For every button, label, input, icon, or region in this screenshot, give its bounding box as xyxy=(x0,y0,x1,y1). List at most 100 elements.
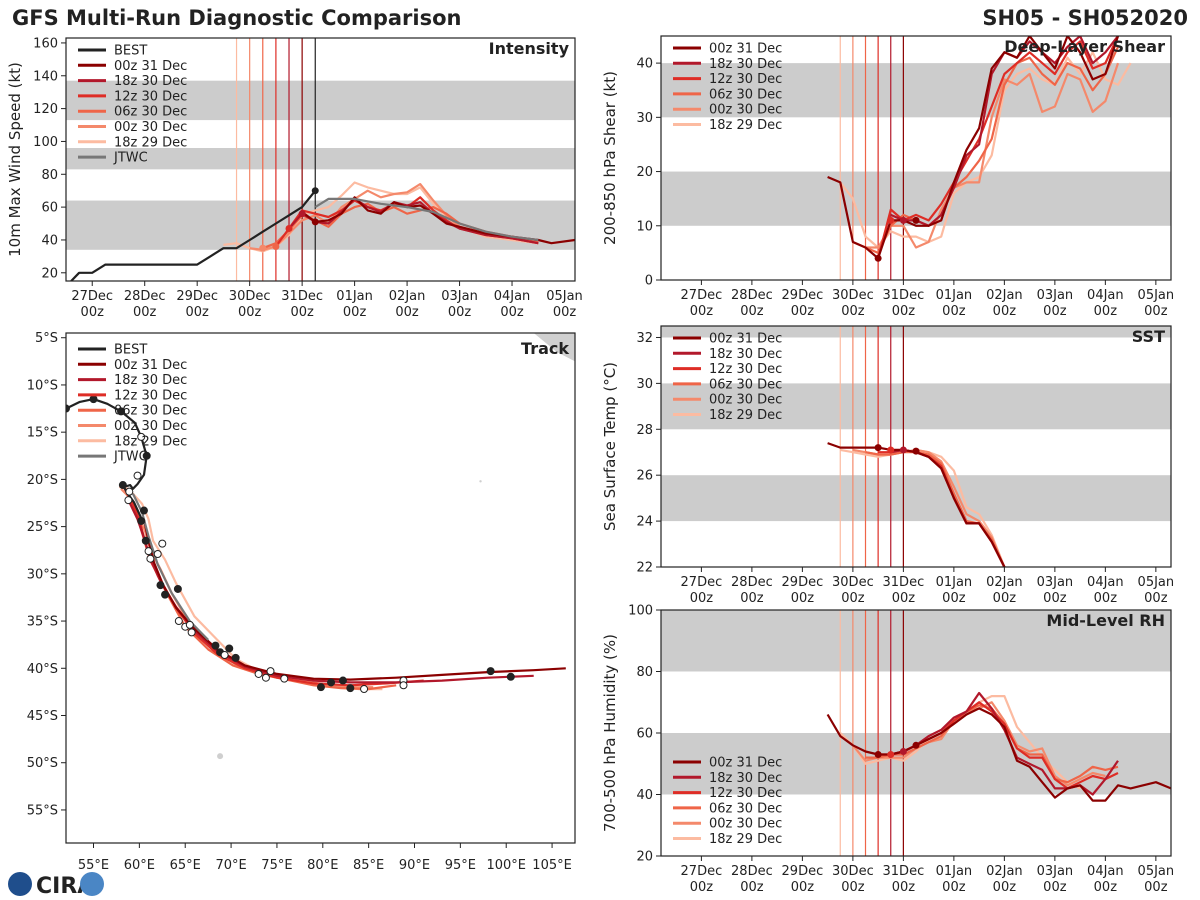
lon-tick-label: 55°E xyxy=(78,858,109,873)
shaded-band xyxy=(66,80,575,121)
lat-tick-label: 40°S xyxy=(27,662,58,677)
x-tick-label-date: 05Jan xyxy=(546,289,583,304)
legend-item-18z-30-dec: 18z 30 Dec xyxy=(673,771,782,786)
legend-item-00z-31-dec: 00z 31 Dec xyxy=(78,358,187,373)
legend-label: 18z 29 Dec xyxy=(709,118,782,133)
legend-label: 18z 30 Dec xyxy=(114,74,187,89)
track-position-dot xyxy=(141,536,150,545)
panel-title: Intensity xyxy=(489,39,570,58)
init-marker xyxy=(912,741,920,749)
y-tick-label: 0 xyxy=(645,274,653,289)
x-tick-label-date: 02Jan xyxy=(389,289,426,304)
y-tick-label: 80 xyxy=(636,665,653,680)
panel-title: Deep-Layer Shear xyxy=(1004,37,1165,56)
x-tick-label-date: 03Jan xyxy=(441,289,478,304)
x-tick-label-hour: 00z xyxy=(185,305,209,320)
x-tick-label-date: 30Dec xyxy=(832,288,874,303)
x-tick-label-hour: 00z xyxy=(791,880,815,895)
legend-item-12z-30-dec: 12z 30 Dec xyxy=(673,786,782,801)
x-tick-label-hour: 00z xyxy=(740,880,764,895)
x-tick-label-hour: 00z xyxy=(690,880,714,895)
x-tick-label-hour: 00z xyxy=(993,880,1017,895)
track-position-dot xyxy=(231,653,240,662)
x-tick-label-date: 27Dec xyxy=(681,288,723,303)
x-tick-label-hour: 00z xyxy=(942,880,966,895)
logo-globe-icon xyxy=(8,872,32,896)
x-tick-label-hour: 00z xyxy=(841,591,865,606)
legend-label: 18z 29 Dec xyxy=(709,832,782,847)
legend-label: 00z 31 Dec xyxy=(709,332,782,347)
lon-tick-label: 80°E xyxy=(307,858,338,873)
y-tick-label: 20 xyxy=(636,165,653,180)
legend-label: 06z 30 Dec xyxy=(709,87,782,102)
y-tick-label: 120 xyxy=(33,102,58,117)
legend-item-00z-30-dec: 00z 30 Dec xyxy=(673,103,782,118)
x-tick-label-hour: 00z xyxy=(841,304,865,319)
lon-tick-label: 60°E xyxy=(124,858,155,873)
track-position-dot xyxy=(338,676,347,685)
legend-item-18z-29-dec: 18z 29 Dec xyxy=(78,434,187,449)
storm-id: SH05 - SH052020 xyxy=(982,6,1188,30)
x-tick-label-hour: 00z xyxy=(1043,591,1067,606)
init-marker xyxy=(259,244,267,252)
panel-title: Mid-Level RH xyxy=(1046,611,1165,630)
legend-item-best: BEST xyxy=(78,343,147,358)
legend-label: 12z 30 Dec xyxy=(709,362,782,377)
legend-label: 06z 30 Dec xyxy=(709,377,782,392)
x-tick-label-hour: 00z xyxy=(238,305,262,320)
x-tick-label-hour: 00z xyxy=(791,304,815,319)
logo-swirl-icon xyxy=(80,872,104,896)
track-position-dot xyxy=(146,554,155,563)
legend-item-12z-30-dec: 12z 30 Dec xyxy=(673,72,782,87)
legend-item-06z-30-dec: 06z 30 Dec xyxy=(673,87,782,102)
x-tick-label-date: 04Jan xyxy=(494,289,531,304)
figure-title: GFS Multi-Run Diagnostic Comparison xyxy=(12,6,461,30)
y-tick-label: 80 xyxy=(41,168,58,183)
x-tick-label-hour: 00z xyxy=(1144,304,1168,319)
axes-frame xyxy=(660,325,1172,568)
legend-item-18z-29-dec: 18z 29 Dec xyxy=(78,135,187,150)
init-marker xyxy=(887,446,895,454)
series-best xyxy=(70,190,317,281)
legend-label: 06z 30 Dec xyxy=(114,105,187,120)
x-tick-label-hour: 00z xyxy=(993,591,1017,606)
y-axis-label: 700-500 hPa Humidity (%) xyxy=(601,634,619,832)
x-tick-label-hour: 00z xyxy=(1094,304,1118,319)
x-tick-label-date: 02Jan xyxy=(986,575,1023,590)
track-position-dot xyxy=(486,667,495,676)
x-tick-label-hour: 00z xyxy=(395,305,419,320)
lon-tick-label: 85°E xyxy=(353,858,384,873)
shaded-band xyxy=(661,63,1171,118)
legend-item-00z-30-dec: 00z 30 Dec xyxy=(673,817,782,832)
shaded-band xyxy=(661,326,1171,338)
shaded-band xyxy=(66,148,575,170)
x-tick-label-hour: 00z xyxy=(942,591,966,606)
panel-track: 5°S 10°S 15°S 20°S 25°S 30°S 35°S 40°S 45°S 50°S 5… xyxy=(27,331,576,873)
x-tick-label-date: 30Dec xyxy=(229,289,271,304)
y-tick-label: 20 xyxy=(636,850,653,865)
x-tick-label-date: 03Jan xyxy=(1037,864,1074,879)
legend-label: 18z 30 Dec xyxy=(709,347,782,362)
track-position-dot xyxy=(153,550,162,558)
legend-label: 18z 29 Dec xyxy=(709,408,782,423)
x-tick-label-hour: 00z xyxy=(133,305,157,320)
x-tick-label-hour: 00z xyxy=(993,304,1017,319)
x-tick-label-date: 29Dec xyxy=(176,289,218,304)
legend-label: 00z 31 Dec xyxy=(709,756,782,771)
lat-tick-label: 50°S xyxy=(27,756,58,771)
track-position-dot xyxy=(124,496,133,505)
legend-item-06z-30-dec: 06z 30 Dec xyxy=(78,404,187,419)
y-tick-label: 160 xyxy=(33,36,58,51)
legend-label: 18z 29 Dec xyxy=(114,434,187,449)
panel-title: Track xyxy=(521,339,569,358)
y-tick-label: 30 xyxy=(636,111,653,126)
track-position-dot xyxy=(137,516,146,525)
lat-tick-label: 55°S xyxy=(27,803,58,818)
init-marker xyxy=(912,447,920,455)
lat-tick-label: 20°S xyxy=(27,473,58,488)
init-marker xyxy=(311,218,319,226)
axes-frame xyxy=(65,37,576,282)
landmass xyxy=(533,333,575,362)
legend-item-06z-30-dec: 06z 30 Dec xyxy=(78,105,187,120)
x-tick-label-hour: 00z xyxy=(1043,880,1067,895)
